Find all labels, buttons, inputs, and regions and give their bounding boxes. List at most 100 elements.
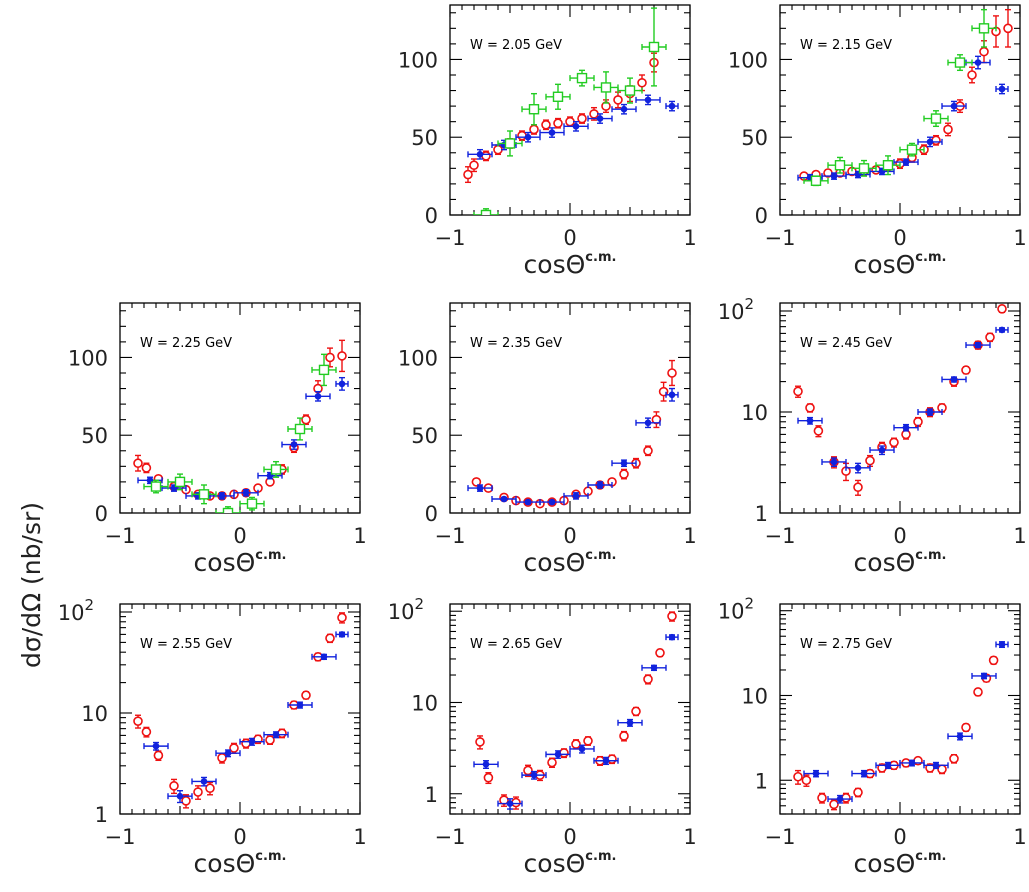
data-point bbox=[626, 719, 634, 727]
x-axis-title-base: cosΘ bbox=[524, 548, 586, 577]
data-point bbox=[667, 368, 677, 378]
x-axis-title-superscript: c.m. bbox=[915, 250, 946, 265]
x-tick-label: −1 bbox=[765, 226, 796, 250]
data-point bbox=[806, 417, 814, 425]
data-point bbox=[318, 364, 330, 376]
y-tick-label-base: 10 bbox=[388, 600, 415, 624]
x-axis-title-base: cosΘ bbox=[524, 849, 586, 878]
data-point bbox=[667, 611, 677, 622]
data-point bbox=[908, 759, 916, 767]
data-point bbox=[153, 750, 164, 761]
x-axis-title-base: cosΘ bbox=[194, 548, 256, 577]
x-axis-title-superscript: c.m. bbox=[255, 548, 286, 563]
data-point bbox=[576, 72, 588, 84]
data-point bbox=[805, 403, 815, 413]
data-point bbox=[337, 351, 347, 361]
panel-data bbox=[133, 612, 349, 809]
data-point bbox=[596, 115, 604, 122]
data-point bbox=[296, 701, 304, 709]
y-axis-title: dσ/dΩ (nb/sr) bbox=[17, 502, 46, 668]
data-point bbox=[631, 706, 641, 717]
y-tick-label: 50 bbox=[81, 424, 108, 448]
y-tick-label: 1 bbox=[755, 502, 768, 526]
x-axis-title-base: cosΘ bbox=[524, 250, 586, 279]
x-tick-label: −1 bbox=[105, 524, 136, 548]
x-tick-label: 1 bbox=[683, 524, 696, 548]
panel-frame bbox=[449, 302, 691, 514]
data-point bbox=[571, 739, 581, 749]
x-axis-title-superscript: c.m. bbox=[915, 849, 946, 864]
panel-frame bbox=[779, 603, 1021, 815]
data-point bbox=[338, 631, 346, 638]
x-tick-label: 1 bbox=[1013, 825, 1026, 849]
x-tick-label: 1 bbox=[353, 524, 366, 548]
data-point bbox=[229, 743, 239, 753]
data-point bbox=[793, 771, 803, 782]
data-point bbox=[643, 445, 653, 456]
x-tick-label: −1 bbox=[765, 524, 796, 548]
data-point bbox=[301, 414, 311, 425]
data-point bbox=[141, 463, 152, 473]
data-point bbox=[270, 464, 282, 475]
data-point bbox=[301, 690, 311, 701]
data-point bbox=[613, 95, 623, 105]
x-tick-label: −1 bbox=[435, 825, 466, 849]
data-point bbox=[559, 748, 569, 758]
y-tick-label: 10 bbox=[411, 691, 438, 715]
panel-w-label: W = 2.55 GeV bbox=[140, 637, 232, 652]
data-point bbox=[482, 761, 490, 768]
panel-w-label: W = 2.65 GeV bbox=[470, 637, 562, 652]
panel-w-label: W = 2.05 GeV bbox=[470, 38, 562, 53]
y-tick-label: 10 bbox=[81, 702, 108, 726]
data-point bbox=[644, 96, 652, 104]
data-point bbox=[547, 757, 557, 768]
panel-w-label: W = 2.75 GeV bbox=[800, 637, 892, 652]
data-point bbox=[133, 716, 143, 726]
x-axis-title: cosΘc.m. bbox=[854, 548, 947, 577]
data-point bbox=[506, 800, 514, 807]
data-point bbox=[913, 416, 923, 427]
panel-data bbox=[133, 339, 349, 513]
panel-data bbox=[797, 8, 1013, 187]
x-tick-label: 1 bbox=[1013, 226, 1026, 250]
data-point bbox=[853, 787, 863, 798]
x-axis-title: cosΘc.m. bbox=[194, 849, 287, 878]
data-point bbox=[644, 419, 652, 427]
x-axis-title: cosΘc.m. bbox=[854, 250, 947, 279]
x-tick-label: 0 bbox=[233, 524, 246, 548]
data-point bbox=[853, 482, 863, 493]
panel-w-label: W = 2.35 GeV bbox=[470, 336, 562, 351]
data-point bbox=[979, 46, 989, 57]
data-point bbox=[198, 489, 210, 500]
data-point bbox=[619, 469, 629, 479]
panel-w-label: W = 2.25 GeV bbox=[140, 336, 232, 351]
data-point bbox=[565, 116, 575, 127]
data-point bbox=[937, 764, 947, 775]
data-point bbox=[577, 113, 587, 124]
data-point bbox=[643, 674, 653, 684]
x-axis-title: cosΘc.m. bbox=[524, 250, 617, 279]
data-point bbox=[572, 492, 580, 500]
x-tick-label: 0 bbox=[563, 524, 576, 548]
data-point bbox=[997, 304, 1007, 314]
data-point bbox=[548, 498, 556, 506]
data-point bbox=[637, 77, 647, 88]
data-point bbox=[524, 498, 532, 506]
data-point bbox=[950, 102, 958, 110]
y-tick-label: 1 bbox=[425, 783, 438, 807]
data-point bbox=[338, 380, 346, 388]
data-point bbox=[541, 119, 551, 130]
data-point bbox=[150, 481, 162, 492]
x-axis-title: cosΘc.m. bbox=[524, 849, 617, 878]
y-tick-label-exponent: 2 bbox=[414, 595, 424, 613]
data-point bbox=[973, 687, 983, 697]
x-axis-title-superscript: c.m. bbox=[585, 548, 616, 563]
data-point bbox=[650, 664, 658, 672]
y-tick-label: 0 bbox=[425, 502, 438, 526]
data-point bbox=[932, 762, 940, 769]
data-point bbox=[176, 792, 184, 800]
